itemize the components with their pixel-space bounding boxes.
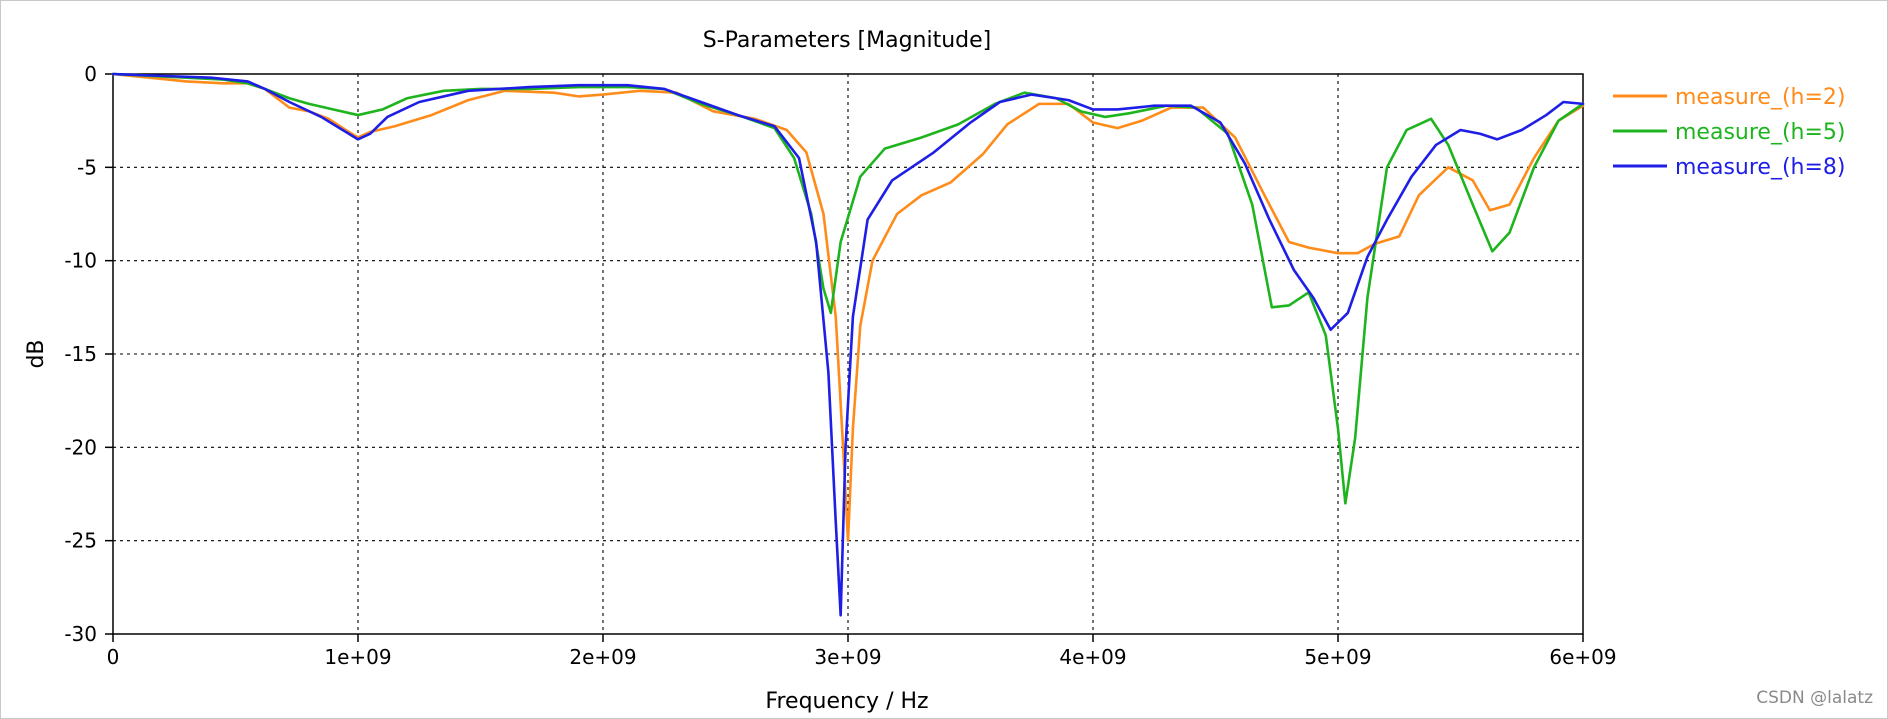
- x-tick-label: 2e+09: [569, 645, 636, 669]
- y-axis-ticks: 0 -5 -10 -15 -20 -25 -30: [64, 62, 113, 646]
- y-tick-label: -15: [64, 342, 97, 366]
- series-line: [111, 72, 1585, 505]
- y-tick-label: -30: [64, 622, 97, 646]
- chart-title: S-Parameters [Magnitude]: [703, 28, 992, 53]
- y-tick-label: -20: [64, 435, 97, 459]
- grid-lines: [113, 74, 1583, 634]
- series-line: [111, 72, 1585, 542]
- x-tick-label: 4e+09: [1059, 645, 1126, 669]
- watermark: CSDN @lalatz: [1756, 688, 1873, 708]
- legend: measure_(h=2) measure_(h=5) measure_(h=8): [1613, 85, 1846, 180]
- x-tick-label: 6e+09: [1549, 645, 1616, 669]
- y-tick-label: 0: [84, 62, 97, 86]
- y-tick-label: -5: [77, 155, 97, 179]
- legend-label: measure_(h=5): [1675, 120, 1846, 145]
- x-tick-label: 1e+09: [324, 645, 391, 669]
- series-line: [111, 72, 1585, 617]
- y-axis-label: dB: [24, 339, 49, 368]
- x-tick-label: 0: [107, 645, 120, 669]
- x-axis-ticks: 0 1e+09 2e+09 3e+09 4e+09 5e+09 6e+09: [107, 634, 1617, 669]
- legend-label: measure_(h=2): [1675, 85, 1846, 110]
- x-tick-label: 5e+09: [1304, 645, 1371, 669]
- y-tick-label: -10: [64, 249, 97, 273]
- y-tick-label: -25: [64, 529, 97, 553]
- series-layer: [111, 72, 1585, 617]
- x-axis-label: Frequency / Hz: [765, 689, 928, 714]
- x-tick-label: 3e+09: [814, 645, 881, 669]
- legend-label: measure_(h=8): [1675, 155, 1846, 180]
